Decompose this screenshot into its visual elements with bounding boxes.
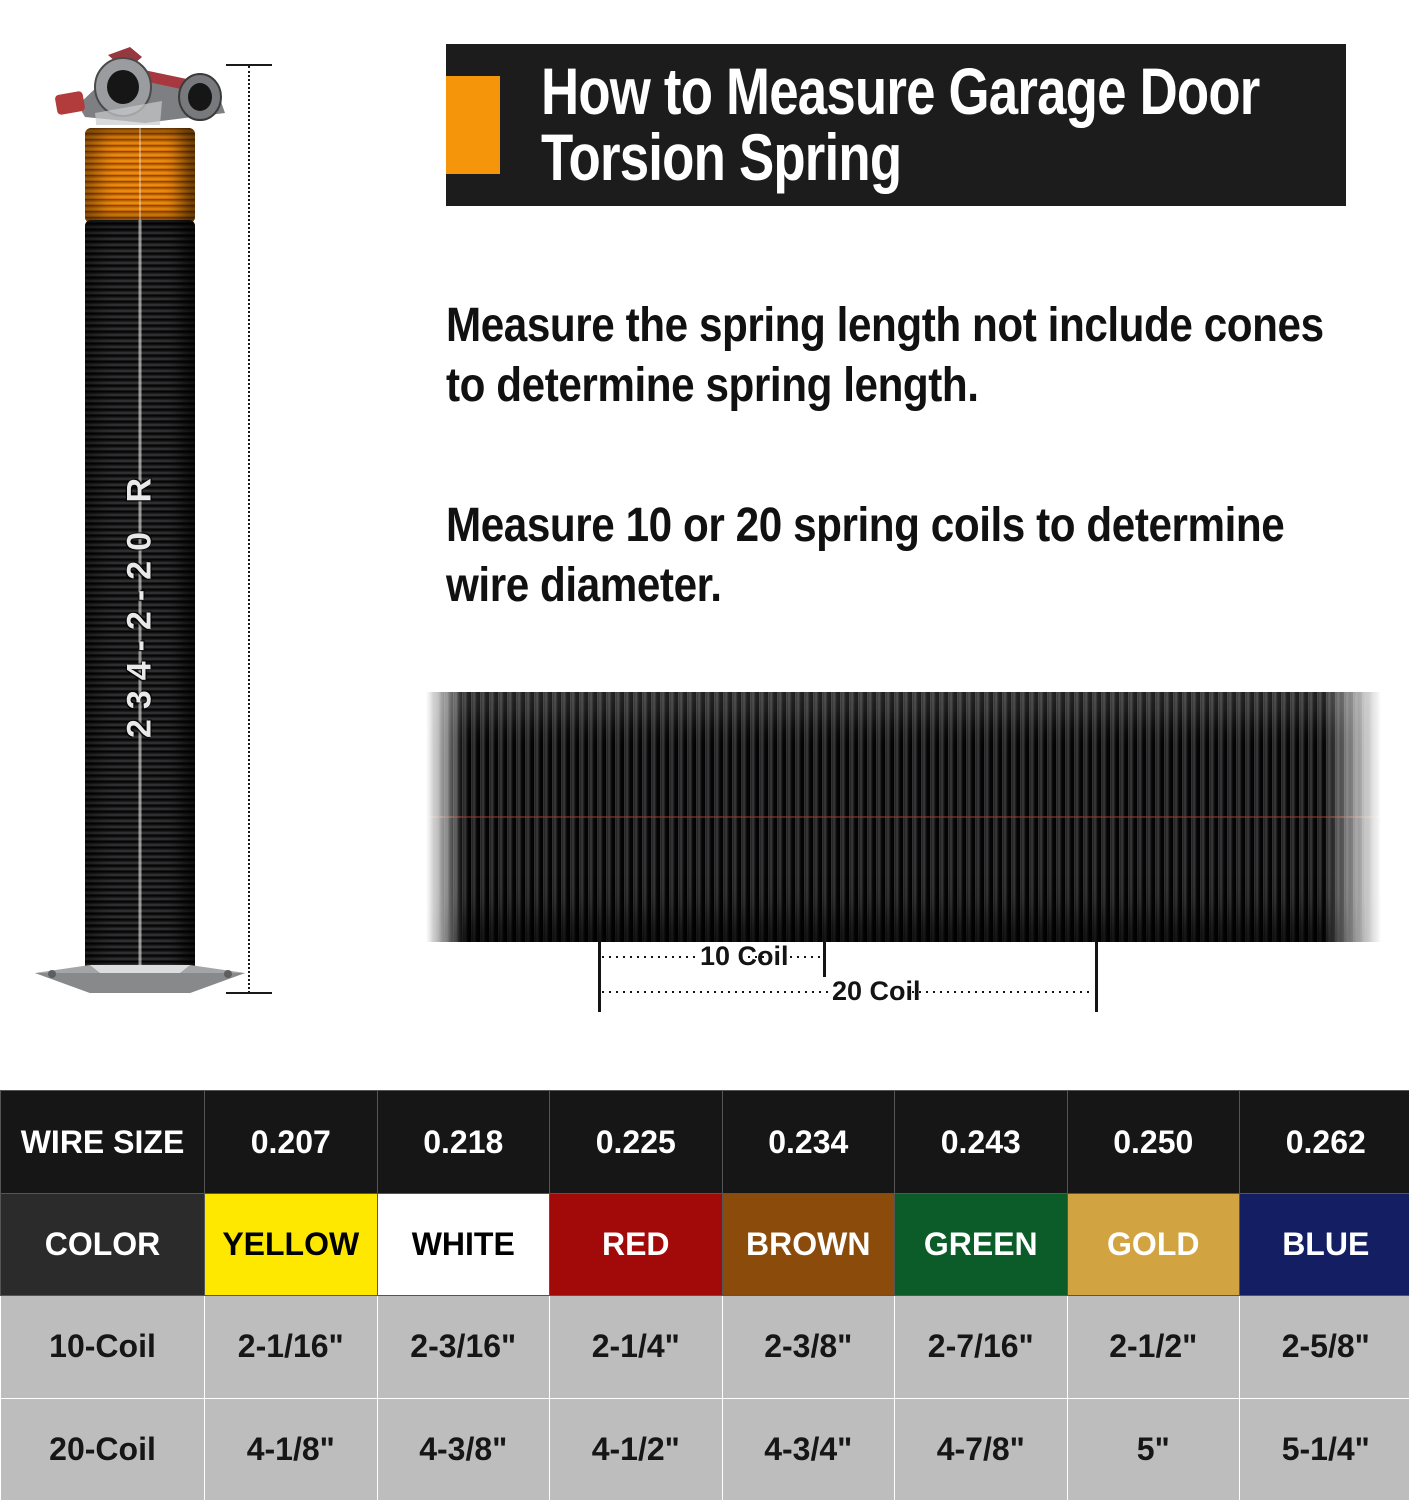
svg-text:20 Coil: 20 Coil bbox=[832, 976, 921, 1006]
svg-text:10 Coil: 10 Coil bbox=[700, 942, 789, 971]
